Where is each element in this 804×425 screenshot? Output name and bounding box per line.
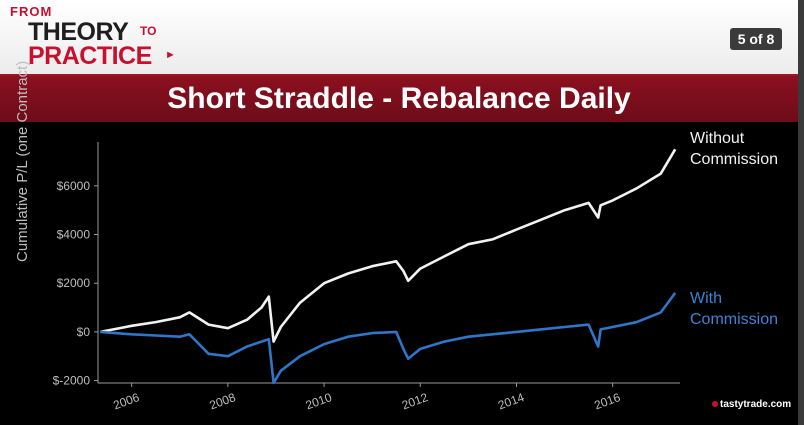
page-indicator: 5 of 8 [730, 28, 782, 50]
y-tick-label: $0 [77, 325, 91, 339]
x-tick-label: 2008 [208, 390, 238, 412]
y-tick-label: $6000 [57, 179, 91, 193]
y-tick-label: $2000 [57, 276, 91, 290]
logo-theory: THEORY [28, 18, 129, 46]
x-tick-label: 2014 [496, 390, 526, 412]
legend-with-line-2: Commission [690, 311, 779, 328]
brand-suffix: .com [767, 399, 792, 410]
title-band: Short Straddle - Rebalance Daily [0, 74, 798, 122]
series-with-commission [100, 292, 677, 385]
y-tick-label: $4000 [57, 228, 91, 242]
x-tick-label: 2016 [592, 390, 622, 412]
legend-with-line-1: With [690, 290, 722, 307]
brand-name: tastytrade [720, 399, 768, 410]
x-tick-label: 2006 [111, 390, 141, 412]
window-edge [798, 0, 804, 425]
logo-practice: PRACTICE [28, 42, 152, 70]
slide-title: Short Straddle - Rebalance Daily [167, 82, 631, 115]
slide-header: FROM THEORY TO PRACTICE ► 5 of 8 [0, 0, 798, 74]
logo-from: FROM [10, 4, 53, 19]
legend-with-commission: With Commission [690, 288, 778, 330]
line-chart: $-2000 $0 $2000 $4000 $6000 2006 2008 2010 2012 2… [53, 142, 680, 412]
series-without-commission [100, 148, 677, 343]
x-tick-label: 2010 [304, 390, 334, 412]
cherry-icon [712, 401, 718, 407]
tastytrade-logo: tastytrade.com [712, 399, 791, 410]
legend-without-line-1: Without [690, 130, 745, 147]
logo-arrow-icon: ► [165, 49, 176, 61]
y-axis-label: Cumulative P/L (one Contract) [14, 60, 31, 262]
legend-without-commission: Without Commission [690, 128, 778, 170]
legend-without-line-2: Commission [690, 151, 779, 168]
x-tick-label: 2012 [400, 390, 430, 412]
y-tick-label: $-2000 [53, 374, 91, 388]
logo-to: TO [140, 24, 157, 38]
